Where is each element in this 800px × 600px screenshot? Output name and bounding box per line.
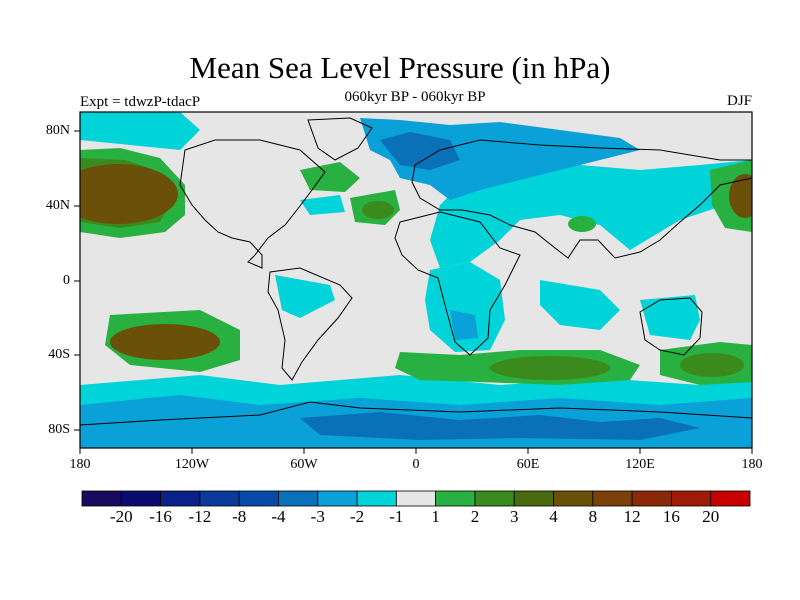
- lon-label-120e: 120E: [625, 457, 655, 472]
- indian-ocean-cyan: [540, 280, 620, 330]
- colorbar-swatch: [160, 490, 201, 507]
- colorbar-swatch: [710, 490, 751, 507]
- south-america-outline: [267, 267, 353, 381]
- colorbar-tick-label: 3: [509, 507, 519, 526]
- colorbar-tick-label: -16: [149, 507, 172, 526]
- north-atlantic-green: [300, 162, 360, 192]
- colorbar-tick-label: -1: [389, 507, 404, 526]
- colorbar-tick-label: -12: [188, 507, 212, 526]
- lat-label-40n: 40N: [45, 198, 70, 213]
- lon-label-60e: 60E: [516, 457, 540, 472]
- lat-label-80n: 80N: [45, 123, 70, 138]
- lat-label-80s: 80S: [48, 422, 70, 437]
- colorbar-tick-label: 4: [549, 507, 558, 526]
- colorbar-swatch: [671, 490, 712, 507]
- south-atlantic-olive: [490, 356, 610, 380]
- colorbar-tick-label: 20: [702, 507, 720, 526]
- atlantic-cyan-patch: [300, 195, 345, 215]
- colorbar-swatch: [631, 490, 672, 507]
- subtitle: 060kyr BP - 060kyr BP: [344, 89, 486, 105]
- lon-label-120w: 120W: [174, 457, 210, 472]
- colorbar-tick-label: -3: [310, 507, 325, 526]
- north-america-outline: [179, 139, 326, 269]
- colorbar-swatch: [395, 490, 437, 507]
- experiment-label: Expt = tdwzP-tdacP: [80, 94, 201, 110]
- africa-outline: [394, 211, 521, 356]
- colorbar: [81, 490, 751, 507]
- africa-blue: [450, 310, 478, 340]
- axis-ticks: [74, 130, 753, 454]
- lon-label-180w: 180: [69, 457, 91, 472]
- south-pacific-high: [110, 324, 220, 360]
- lat-label-40s: 40S: [48, 347, 70, 362]
- north-pacific-cyan: [80, 112, 200, 150]
- lon-label-0: 0: [412, 457, 420, 472]
- east-pacific-high: [729, 174, 752, 218]
- colorbar-swatch: [317, 490, 358, 507]
- lon-label-60w: 60W: [290, 457, 318, 472]
- north-pacific-high: [80, 164, 178, 224]
- colorbar-swatch: [474, 490, 515, 507]
- south-indian-olive: [680, 353, 744, 377]
- arctic-dark-core: [380, 132, 460, 170]
- europe-asia-outline: [411, 139, 752, 259]
- colorbar-swatch: [238, 490, 279, 507]
- colorbar-tick-label: -4: [271, 507, 286, 526]
- colorbar-swatch: [356, 490, 397, 507]
- colorbar-tick-label: -2: [349, 507, 365, 526]
- coastlines: [80, 117, 752, 426]
- colorbar-swatch: [278, 490, 319, 507]
- mid-atlantic-olive: [362, 201, 394, 219]
- colorbar-tick-label: 12: [623, 507, 641, 526]
- antarctic-dark-blue: [300, 412, 700, 440]
- australia-cyan: [640, 295, 700, 340]
- greenland-outline: [307, 117, 373, 161]
- colorbar-tick-label: 2: [470, 507, 480, 526]
- south-america-cyan: [275, 275, 335, 318]
- arctic-cyan-band: [80, 112, 752, 268]
- colorbar-tick-label: 1: [431, 507, 440, 526]
- africa-cyan: [425, 262, 505, 352]
- colorbar-tick-label: -8: [232, 507, 247, 526]
- colorbar-swatch: [199, 490, 240, 507]
- tibet-green: [568, 216, 596, 232]
- season-label: DJF: [726, 93, 752, 109]
- australia-outline: [639, 297, 703, 356]
- antarctica-outline: [80, 401, 752, 426]
- colorbar-tick-label: 16: [662, 507, 680, 526]
- colorbar-swatch: [592, 490, 633, 507]
- lat-label-0: 0: [63, 273, 70, 288]
- colorbar-tick-label: 8: [588, 507, 598, 526]
- colorbar-tick-label: -20: [109, 507, 133, 526]
- colorbar-swatch: [81, 490, 122, 507]
- colorbar-swatch: [120, 490, 161, 507]
- colorbar-swatch: [435, 490, 476, 507]
- lon-label-180e: 180: [741, 457, 763, 472]
- colorbar-swatch: [553, 490, 594, 507]
- colorbar-swatch: [513, 490, 554, 507]
- page-title: Mean Sea Level Pressure (in hPa): [189, 50, 611, 85]
